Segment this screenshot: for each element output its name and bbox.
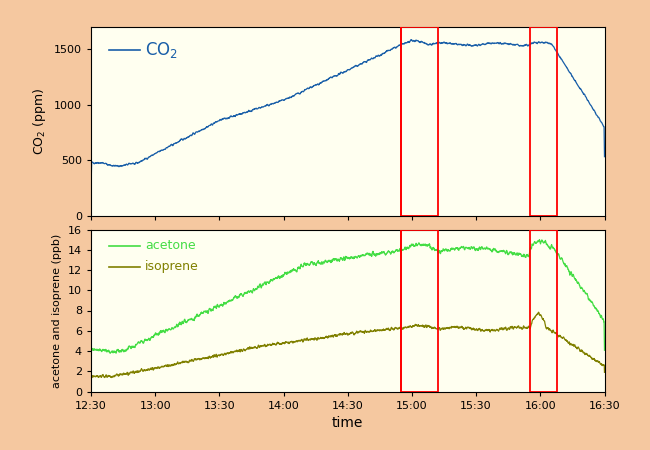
Bar: [530, 27, 558, 216]
Bar: [401, 27, 437, 216]
Text: isoprene: isoprene: [145, 260, 199, 273]
Y-axis label: CO$_2$ (ppm): CO$_2$ (ppm): [31, 88, 48, 155]
Bar: [401, 230, 437, 392]
Text: CO$_2$: CO$_2$: [145, 40, 178, 60]
Text: acetone: acetone: [145, 239, 196, 252]
Y-axis label: acetone and isoprene (ppb): acetone and isoprene (ppb): [52, 234, 62, 387]
Bar: [530, 230, 558, 392]
X-axis label: time: time: [332, 416, 363, 430]
